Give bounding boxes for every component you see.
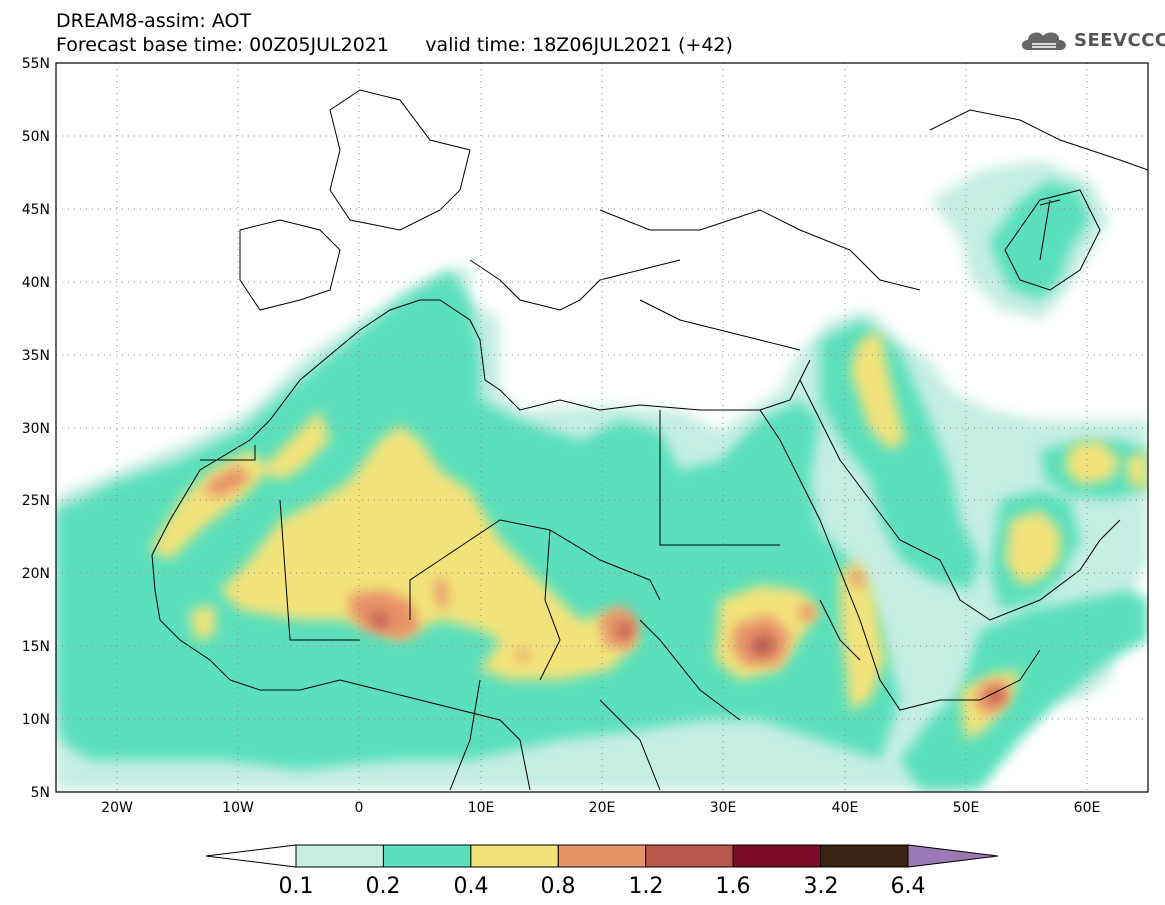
lon-label: 10W: [222, 800, 254, 816]
colorbar-cell: [295, 844, 384, 868]
aot-layer-1.2: [372, 612, 1002, 704]
lon-label: 20E: [589, 800, 616, 816]
colorbar-cell: [382, 844, 472, 868]
colorbar-label: 0.8: [541, 874, 576, 899]
lat-label: 45N: [22, 202, 50, 218]
map-frame: [55, 62, 1149, 793]
colorbar-cell: [470, 844, 559, 868]
lat-label: 15N: [22, 639, 50, 655]
colorbar-arrow-right: [907, 844, 999, 868]
lat-label: 25N: [22, 493, 50, 509]
coastlines: [151, 89, 1148, 791]
colorbar-label: 1.2: [629, 874, 664, 899]
colorbar-arrow-left: [205, 844, 297, 868]
map-title: DREAM8-assim: AOT: [56, 10, 252, 32]
lat-label: 50N: [22, 129, 50, 145]
colorbar-label: 6.4: [891, 874, 926, 899]
lat-label: 20N: [22, 566, 50, 582]
colorbar-label: 3.2: [804, 874, 839, 899]
colorbar-label: 0.1: [279, 874, 314, 899]
colorbar-cell: [645, 844, 734, 868]
lat-label: 40N: [22, 275, 50, 291]
seevccc-logo: SEEVCCC: [1018, 26, 1165, 54]
lat-label: 10N: [22, 712, 50, 728]
logo-text: SEEVCCC: [1074, 29, 1165, 51]
lat-label: 35N: [22, 348, 50, 364]
base-time-label: Forecast base time: 00Z05JUL2021: [56, 34, 389, 56]
colorbar-label: 0.4: [454, 874, 489, 899]
lat-label: 55N: [22, 56, 50, 72]
lon-label: 10E: [468, 800, 495, 816]
valid-time-label: valid time: 18Z06JUL2021 (+42): [425, 34, 733, 56]
forecast-times: Forecast base time: 00Z05JUL2021 valid t…: [56, 34, 733, 56]
colorbar-cell: [820, 844, 909, 868]
longitude-axis: 20W 10W 0 10E 20E 30E 40E 50E 60E: [101, 800, 1100, 816]
lon-label: 40E: [832, 800, 859, 816]
colorbar-cell: [732, 844, 822, 868]
lon-label: 20W: [101, 800, 133, 816]
graticule: [56, 63, 1148, 792]
lon-label: 0: [355, 800, 364, 816]
lon-label: 60E: [1074, 800, 1101, 816]
lat-label: 5N: [31, 785, 50, 801]
cloud-icon: [1022, 32, 1066, 50]
colorbar-cell: [557, 844, 647, 868]
lat-label: 30N: [22, 421, 50, 437]
colorbar-label: 0.2: [366, 874, 401, 899]
lon-label: 30E: [710, 800, 737, 816]
colorbar-label: 1.6: [716, 874, 751, 899]
lon-label: 50E: [953, 800, 980, 816]
aot-field: [56, 160, 1148, 790]
latitude-axis: 55N 50N 45N 40N 35N 30N 25N 20N 15N 10N …: [22, 56, 50, 801]
colorbar: 0.1 0.2 0.4 0.8 1.2 1.6 3.2 6.4: [205, 844, 999, 899]
